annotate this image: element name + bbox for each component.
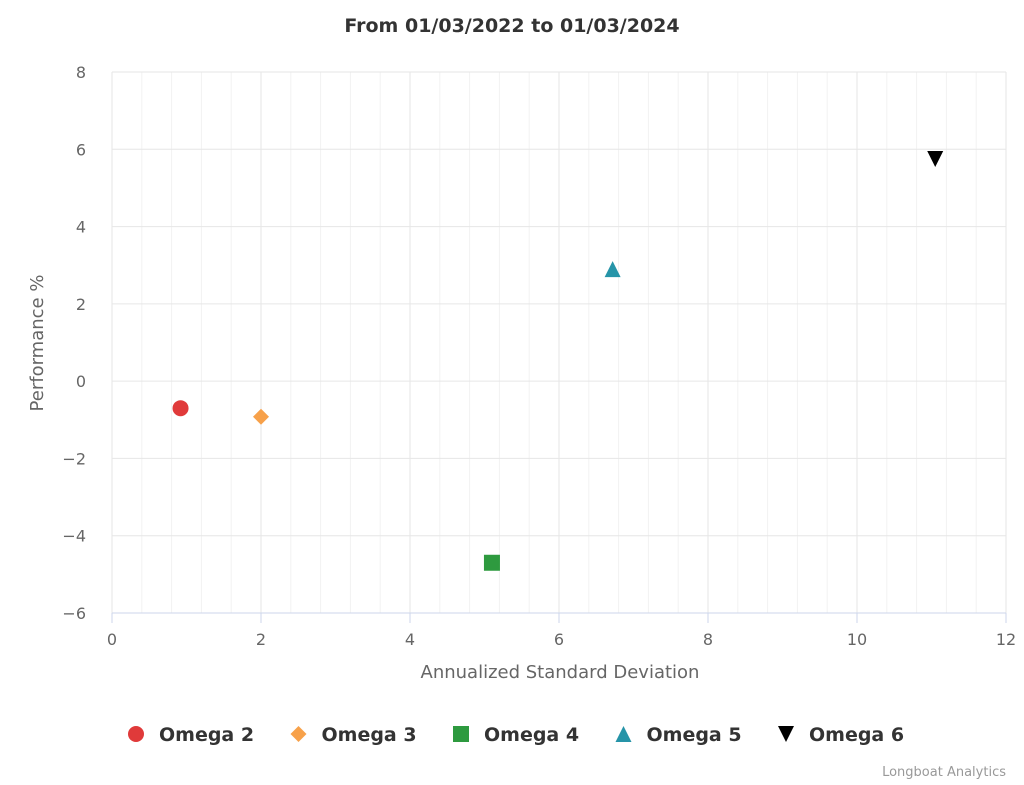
legend-symbol[interactable]: [778, 726, 794, 742]
y-tick-label: −6: [62, 604, 86, 623]
credits-label[interactable]: Longboat Analytics: [882, 765, 1006, 780]
chart-title: From 01/03/2022 to 01/03/2024: [344, 15, 679, 37]
x-tick-label: 8: [703, 630, 713, 649]
legend-item[interactable]: Omega 2: [128, 724, 254, 746]
legend-item[interactable]: Omega 3: [290, 724, 417, 746]
x-tick-label: 12: [996, 630, 1016, 649]
legend-item[interactable]: Omega 6: [778, 724, 904, 746]
x-tick-label: 4: [405, 630, 415, 649]
y-tick-label: −2: [62, 449, 86, 468]
point-omega-4[interactable]: [483, 554, 500, 571]
y-axis-title: Performance %: [27, 275, 48, 412]
legend-symbol[interactable]: [128, 726, 144, 742]
legend-symbol[interactable]: [615, 726, 632, 742]
x-axis-title: Annualized Standard Deviation: [421, 662, 700, 683]
legend-symbol[interactable]: [453, 726, 469, 742]
y-tick-label: 2: [76, 295, 86, 314]
legend-label[interactable]: Omega 3: [322, 724, 417, 746]
x-tick-label: 0: [107, 630, 117, 649]
y-tick-label: −4: [62, 527, 86, 546]
y-tick-label: 4: [76, 218, 86, 237]
x-tick-label: 6: [554, 630, 564, 649]
legend-item[interactable]: Omega 4: [453, 724, 579, 746]
y-tick-label: 6: [76, 140, 86, 159]
axes: 0 2 4 6 8 10 12 8 6 4 2 0 −2 −4 −6: [62, 63, 1016, 649]
legend[interactable]: Omega 2 Omega 3 Omega 4 Omega 5 Omega 6: [128, 724, 904, 746]
y-tick-label: 0: [76, 372, 86, 391]
y-tick-label: 8: [76, 63, 86, 82]
legend-label[interactable]: Omega 2: [159, 724, 254, 746]
grid: [111, 71, 1007, 614]
legend-label[interactable]: Omega 4: [484, 724, 579, 746]
point-omega-5[interactable]: [604, 261, 621, 278]
data-points: [172, 150, 944, 571]
legend-label[interactable]: Omega 5: [647, 724, 742, 746]
legend-symbol[interactable]: [290, 726, 307, 742]
point-omega-6[interactable]: [927, 150, 944, 167]
x-tick-label: 2: [256, 630, 266, 649]
point-omega-3[interactable]: [253, 408, 269, 425]
legend-label[interactable]: Omega 6: [809, 724, 904, 746]
legend-item[interactable]: Omega 5: [615, 724, 742, 746]
point-omega-2[interactable]: [172, 400, 189, 417]
x-tick-label: 10: [847, 630, 867, 649]
